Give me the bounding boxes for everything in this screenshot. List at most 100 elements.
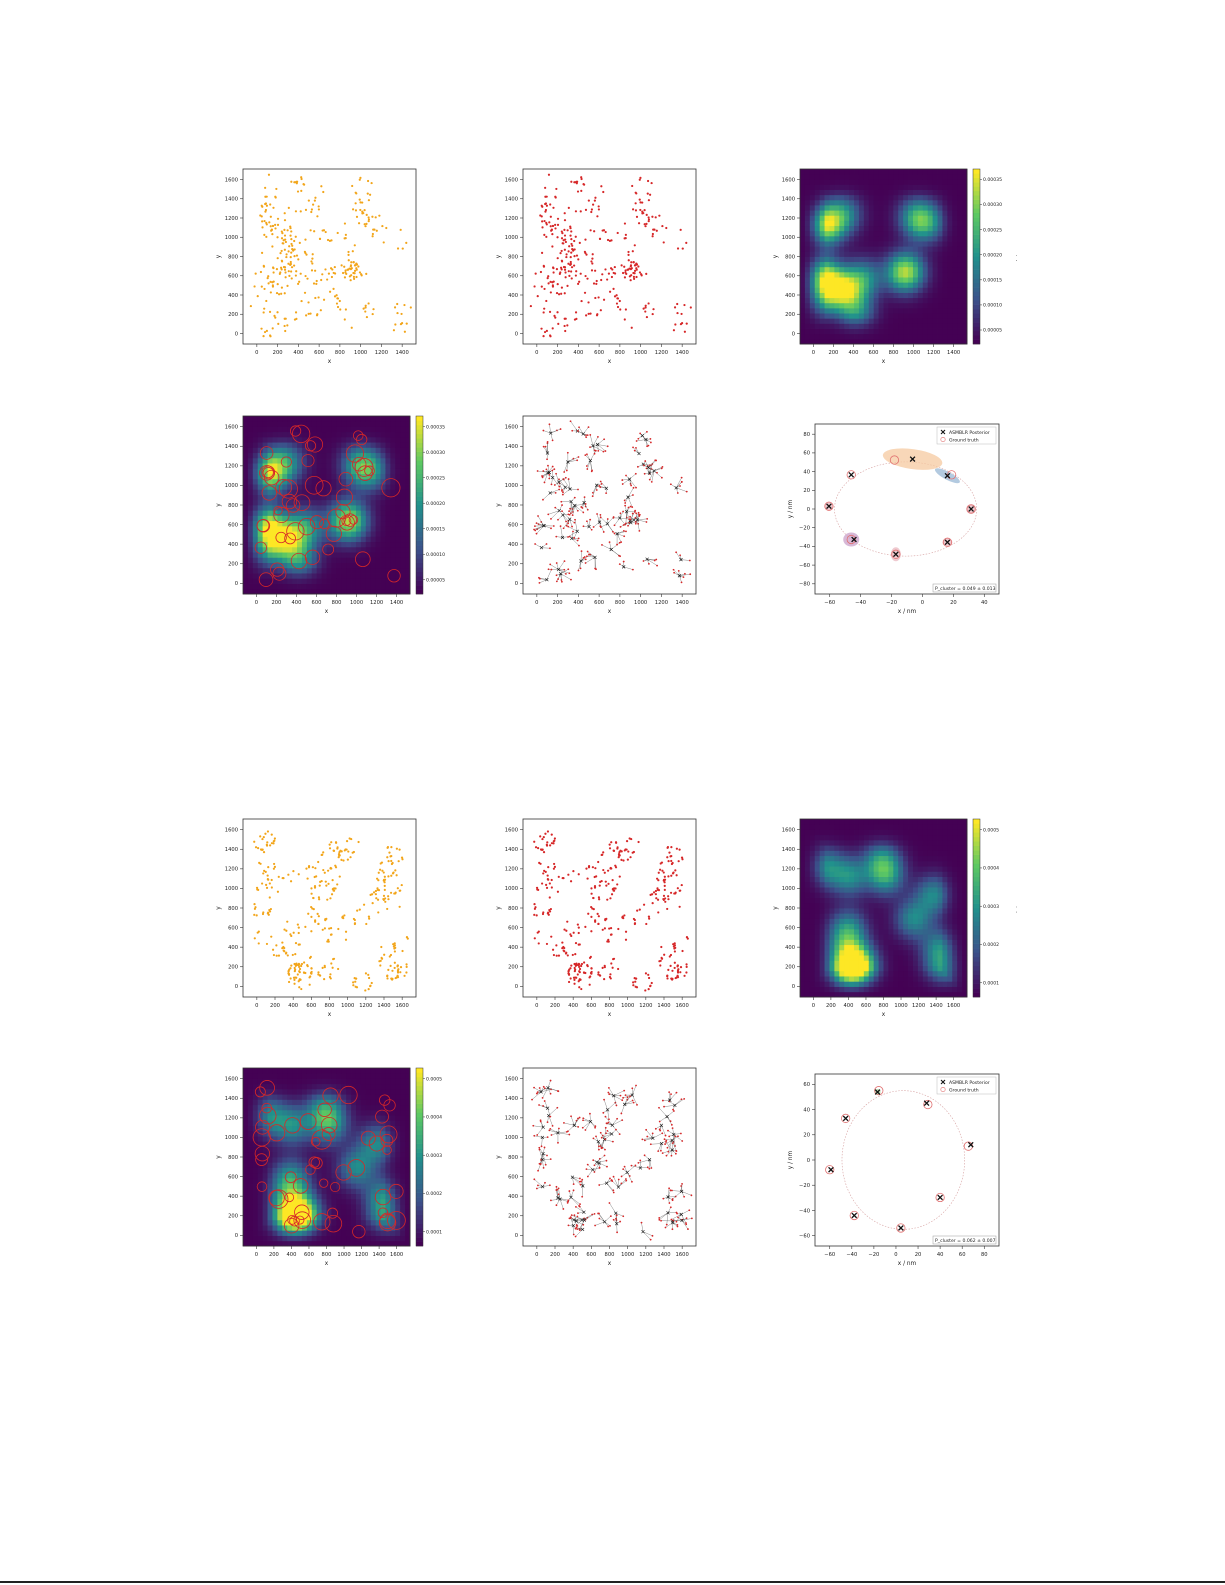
heat-cell (898, 271, 904, 278)
heat-cell (883, 184, 889, 190)
heat-cell (243, 541, 249, 548)
heat-cell (854, 215, 860, 221)
y-tick-label: 1000 (225, 483, 238, 489)
heat-cell (849, 169, 855, 175)
heat-cell (829, 184, 835, 190)
data-point (342, 859, 345, 862)
y-tick-label: 600 (228, 274, 238, 280)
cluster-centre-cross (563, 485, 567, 489)
heat-cell (336, 457, 342, 464)
heat-cell (316, 510, 322, 516)
heat-cell (385, 578, 391, 584)
data-point (601, 544, 603, 546)
heat-cell (912, 277, 919, 283)
heat-cell (257, 442, 264, 448)
data-point (594, 269, 597, 272)
heat-cell (917, 287, 924, 293)
heat-cell (326, 447, 332, 454)
data-point (320, 185, 323, 188)
heat-cell (346, 416, 352, 422)
x-tick-label: −40 (855, 600, 866, 606)
heat-cell (277, 447, 283, 454)
data-point (577, 926, 580, 929)
posterior-cross (944, 472, 951, 479)
heat-cell (243, 489, 249, 495)
data-point (653, 559, 656, 562)
heat-cell (829, 210, 835, 216)
data-point (563, 471, 566, 473)
data-point (545, 329, 548, 332)
data-point (573, 248, 576, 251)
heat-cell (863, 225, 870, 232)
assignment-line (578, 560, 582, 571)
data-point (574, 311, 578, 314)
heat-cell (385, 436, 391, 443)
heat-cell (301, 421, 308, 427)
heat-cell (854, 297, 860, 304)
data-point (273, 865, 277, 868)
heat-cell (824, 338, 830, 345)
heat-cell (868, 318, 875, 324)
heat-cell (844, 220, 850, 227)
heat-cell (297, 478, 303, 485)
data-point (264, 186, 267, 189)
x-tick-label: 0 (535, 1003, 538, 1009)
heat-cell (819, 225, 825, 232)
heat-cell (927, 179, 934, 185)
data-point (353, 264, 357, 267)
data-point (375, 897, 378, 900)
data-point (387, 895, 390, 898)
assignment-line (645, 460, 649, 468)
data-point (565, 572, 567, 575)
data-point (554, 506, 557, 509)
heat-cell (912, 323, 919, 329)
data-point (544, 445, 547, 448)
data-point (372, 228, 375, 231)
heat-cell (819, 302, 825, 309)
heat-cell (380, 457, 386, 464)
heat-cell (297, 567, 303, 574)
heat-cell (952, 318, 958, 324)
heat-cell (316, 442, 322, 448)
heat-cell (927, 266, 934, 273)
data-point (392, 329, 396, 332)
heat-cell (262, 510, 268, 516)
heat-cell (839, 292, 845, 299)
colorbar-cell (973, 243, 980, 249)
heat-cell (854, 246, 860, 252)
data-point (551, 465, 554, 468)
heat-cell (365, 531, 372, 537)
data-point (541, 226, 544, 229)
heat-cell (301, 484, 308, 490)
data-point (269, 203, 272, 206)
heat-cell (903, 328, 909, 335)
heat-cell (888, 338, 894, 345)
heat-cell (252, 583, 259, 590)
data-point (344, 930, 348, 933)
data-point (262, 911, 265, 914)
heat-cell (247, 573, 254, 579)
data-point (293, 248, 296, 251)
heat-cell (306, 525, 313, 532)
colorbar-cell (416, 420, 423, 426)
assignment-line (679, 574, 691, 576)
data-point (551, 224, 555, 228)
heat-cell (262, 520, 268, 527)
data-point (376, 898, 380, 901)
data-point (631, 208, 635, 211)
plot-frame (522, 415, 697, 595)
heat-cell (331, 588, 337, 595)
heat-cell (962, 287, 968, 293)
heat-cell (898, 302, 904, 309)
heat-cell (321, 473, 327, 480)
heat-cell (306, 531, 313, 537)
heat-cell (957, 271, 963, 278)
y-tick-label: 0 (807, 507, 810, 513)
x-tick-label: 1400 (396, 350, 409, 356)
assignment-line (586, 556, 596, 558)
data-point (355, 977, 358, 980)
cluster-circle (275, 531, 287, 544)
data-point (276, 311, 279, 314)
heat-cell (893, 194, 899, 201)
heat-cell (287, 531, 293, 537)
